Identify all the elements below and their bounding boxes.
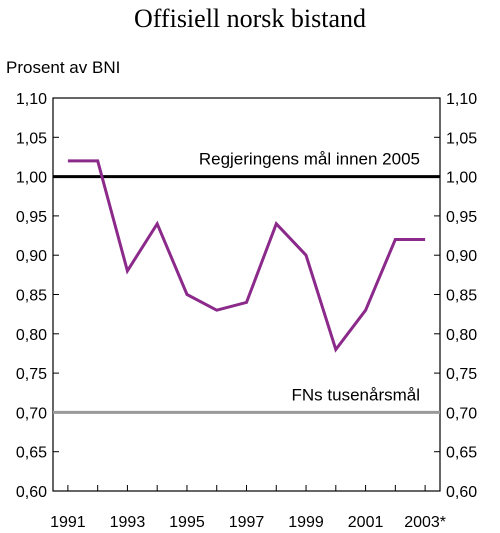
x-tick-label: 2001: [348, 514, 384, 531]
y-tick-label-right: 0,70: [446, 405, 477, 422]
chart-title: Offisiell norsk bistand: [133, 4, 367, 33]
y-tick-label-right: 0,60: [446, 484, 477, 501]
y-tick-label-left: 0,65: [16, 445, 47, 462]
y-tick-label-right: 0,90: [446, 248, 477, 265]
y-tick-label-left: 1,10: [16, 91, 47, 108]
x-tick-label: 1997: [229, 514, 265, 531]
y-tick-label-right: 1,10: [446, 91, 477, 108]
y-tick-label-right: 0,75: [446, 366, 477, 383]
y-tick-label-right: 1,05: [446, 130, 477, 147]
reference-line-label: Regjeringens mål innen 2005: [199, 150, 420, 169]
y-tick-label-right: 0,85: [446, 288, 477, 305]
series-line: [67, 159, 426, 353]
y-tick-label-left: 0,85: [16, 288, 47, 305]
reference-line-label: FNs tusenårsmål: [292, 385, 420, 404]
y-tick-label-left: 0,60: [16, 484, 47, 501]
x-tick-label: 1993: [110, 514, 146, 531]
y-tick-label-right: 0,80: [446, 327, 477, 344]
y-tick-label-left: 0,80: [16, 327, 47, 344]
y-tick-label-right: 0,95: [446, 209, 477, 226]
y-tick-label-left: 0,90: [16, 248, 47, 265]
y-tick-label-left: 0,95: [16, 209, 47, 226]
x-tick-label: 1999: [288, 514, 324, 531]
y-tick-label-right: 1,00: [446, 170, 477, 187]
x-tick-label: 1995: [169, 514, 205, 531]
x-tick-label: 1991: [50, 514, 86, 531]
y-tick-label-left: 1,00: [16, 170, 47, 187]
x-tick-label: 2003*: [404, 514, 446, 531]
y-axis-label: Prosent av BNI: [6, 58, 121, 77]
y-tick-label-left: 0,75: [16, 366, 47, 383]
y-tick-label-left: 1,05: [16, 130, 47, 147]
y-tick-label-right: 0,65: [446, 445, 477, 462]
y-tick-label-left: 0,70: [16, 405, 47, 422]
